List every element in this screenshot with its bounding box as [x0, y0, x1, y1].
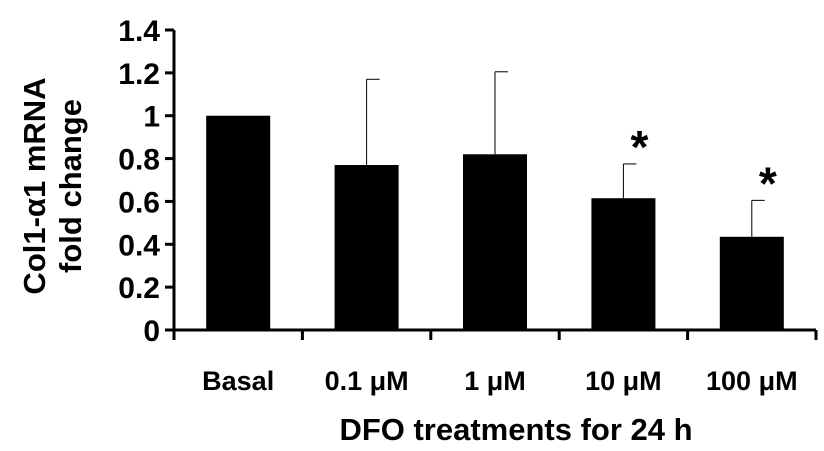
x-tick-label: Basal [202, 366, 274, 396]
y-tick-label: 0 [143, 315, 160, 348]
y-tick-label: 0.6 [118, 186, 160, 219]
y-tick-label: 0.8 [118, 144, 160, 177]
bar [206, 115, 271, 330]
y-tick-label: 1 [143, 101, 160, 134]
x-tick-label: 0.1 μM [325, 366, 409, 396]
x-tick-label: 1 μM [464, 366, 526, 396]
y-tick-label: 0.4 [118, 229, 160, 262]
x-tick-label: 100 μM [706, 366, 798, 396]
bar [719, 236, 784, 330]
y-axis-title-line1: Col1-α1 mRNA [17, 77, 52, 294]
y-axis-title-line2: fold change [53, 99, 88, 273]
y-tick-label: 1.2 [118, 58, 160, 91]
plot-area: 0 0.2 0.4 0.6 0.8 1 1.2 1.4 Basal 0.1 μM 1 μM * 10 μ… [118, 15, 818, 396]
bar [591, 198, 656, 330]
x-tick-label: 10 μM [585, 366, 662, 396]
significance-marker: * [630, 121, 648, 173]
significance-marker: * [759, 157, 777, 209]
y-tick-label: 1.4 [118, 15, 160, 48]
x-axis-title: DFO treatments for 24 h [339, 412, 692, 447]
bar [334, 165, 399, 330]
bar [463, 154, 527, 330]
y-axis-title: Col1-α1 mRNA fold change [17, 77, 88, 294]
y-tick-label: 0.2 [118, 272, 160, 305]
